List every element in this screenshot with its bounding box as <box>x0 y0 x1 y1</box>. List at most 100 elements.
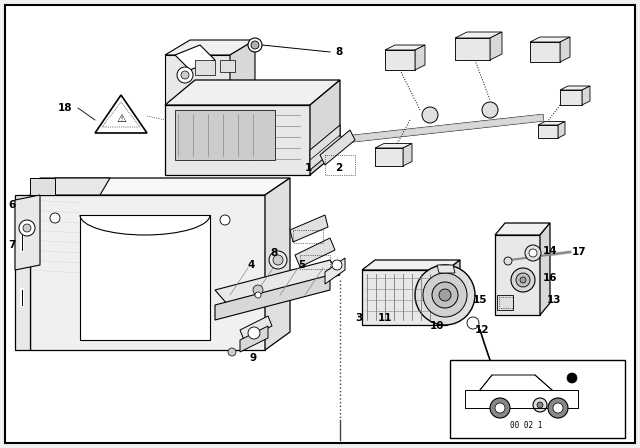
Circle shape <box>516 273 530 287</box>
Circle shape <box>422 107 438 123</box>
Bar <box>175 110 275 160</box>
Circle shape <box>439 289 451 301</box>
Circle shape <box>177 67 193 83</box>
Text: 12: 12 <box>475 325 490 335</box>
Polygon shape <box>415 45 425 70</box>
Circle shape <box>553 403 563 413</box>
Bar <box>385 50 415 70</box>
Circle shape <box>273 255 283 265</box>
Circle shape <box>423 273 467 317</box>
Polygon shape <box>560 90 582 105</box>
Bar <box>300 255 330 269</box>
Circle shape <box>482 102 498 118</box>
Circle shape <box>251 41 259 49</box>
Circle shape <box>19 220 35 236</box>
Text: 7: 7 <box>8 240 15 250</box>
Circle shape <box>332 260 342 270</box>
Polygon shape <box>325 258 345 284</box>
Circle shape <box>504 257 512 265</box>
Polygon shape <box>362 270 447 325</box>
Polygon shape <box>95 95 147 133</box>
Circle shape <box>253 285 263 295</box>
Text: 00 02 1: 00 02 1 <box>510 421 542 430</box>
Circle shape <box>248 327 260 339</box>
Circle shape <box>248 38 262 52</box>
Text: 14: 14 <box>543 246 557 256</box>
Polygon shape <box>495 235 540 315</box>
Circle shape <box>50 213 60 223</box>
Bar <box>325 155 355 175</box>
Circle shape <box>548 398 568 418</box>
Circle shape <box>255 292 261 298</box>
Text: 13: 13 <box>547 295 561 305</box>
Bar <box>220 60 235 72</box>
Polygon shape <box>385 50 415 70</box>
Polygon shape <box>165 80 340 105</box>
Polygon shape <box>495 223 550 235</box>
Polygon shape <box>290 215 328 242</box>
Circle shape <box>490 398 510 418</box>
Text: 2: 2 <box>335 163 342 173</box>
Circle shape <box>269 251 287 269</box>
Polygon shape <box>362 260 460 270</box>
Text: 15: 15 <box>473 295 488 305</box>
Polygon shape <box>230 40 255 105</box>
Circle shape <box>495 403 505 413</box>
Polygon shape <box>240 326 268 352</box>
Text: 6: 6 <box>8 200 15 210</box>
Polygon shape <box>165 40 255 55</box>
Polygon shape <box>530 42 560 62</box>
Polygon shape <box>165 55 230 105</box>
Circle shape <box>529 249 537 257</box>
Polygon shape <box>455 32 502 38</box>
Polygon shape <box>175 45 215 70</box>
Circle shape <box>181 71 189 79</box>
Text: 5: 5 <box>298 260 305 270</box>
Polygon shape <box>538 125 558 138</box>
Polygon shape <box>497 295 513 310</box>
Bar <box>499 297 513 308</box>
Polygon shape <box>30 178 290 195</box>
Bar <box>560 90 582 105</box>
Bar <box>530 42 560 62</box>
Polygon shape <box>15 195 40 270</box>
Text: 3: 3 <box>355 313 362 323</box>
Text: ⚠: ⚠ <box>116 114 126 124</box>
Text: 10: 10 <box>430 321 445 331</box>
Bar <box>538 125 558 138</box>
Polygon shape <box>215 260 340 305</box>
Circle shape <box>525 245 541 261</box>
Text: 8: 8 <box>270 248 277 258</box>
Polygon shape <box>265 178 290 350</box>
Text: 8: 8 <box>335 47 342 57</box>
Circle shape <box>520 277 526 283</box>
Text: 4: 4 <box>248 260 255 270</box>
Text: 1: 1 <box>305 163 312 173</box>
Polygon shape <box>530 37 570 42</box>
Polygon shape <box>310 125 340 170</box>
Polygon shape <box>538 121 565 125</box>
Polygon shape <box>375 143 412 148</box>
Bar <box>375 148 403 166</box>
Polygon shape <box>295 238 335 267</box>
Circle shape <box>228 348 236 356</box>
Polygon shape <box>455 38 490 60</box>
Polygon shape <box>540 223 550 315</box>
Polygon shape <box>240 316 272 340</box>
Text: 18: 18 <box>58 103 72 113</box>
Bar <box>293 230 323 243</box>
Polygon shape <box>15 195 30 350</box>
Circle shape <box>220 215 230 225</box>
Circle shape <box>23 224 31 232</box>
Circle shape <box>511 268 535 292</box>
Bar <box>455 38 490 60</box>
Polygon shape <box>403 143 412 166</box>
Polygon shape <box>560 86 590 90</box>
Polygon shape <box>560 37 570 62</box>
Circle shape <box>533 398 547 412</box>
Text: 9: 9 <box>250 353 257 363</box>
Bar <box>175 110 275 160</box>
Circle shape <box>432 282 458 308</box>
Polygon shape <box>30 178 110 195</box>
Polygon shape <box>80 215 210 340</box>
